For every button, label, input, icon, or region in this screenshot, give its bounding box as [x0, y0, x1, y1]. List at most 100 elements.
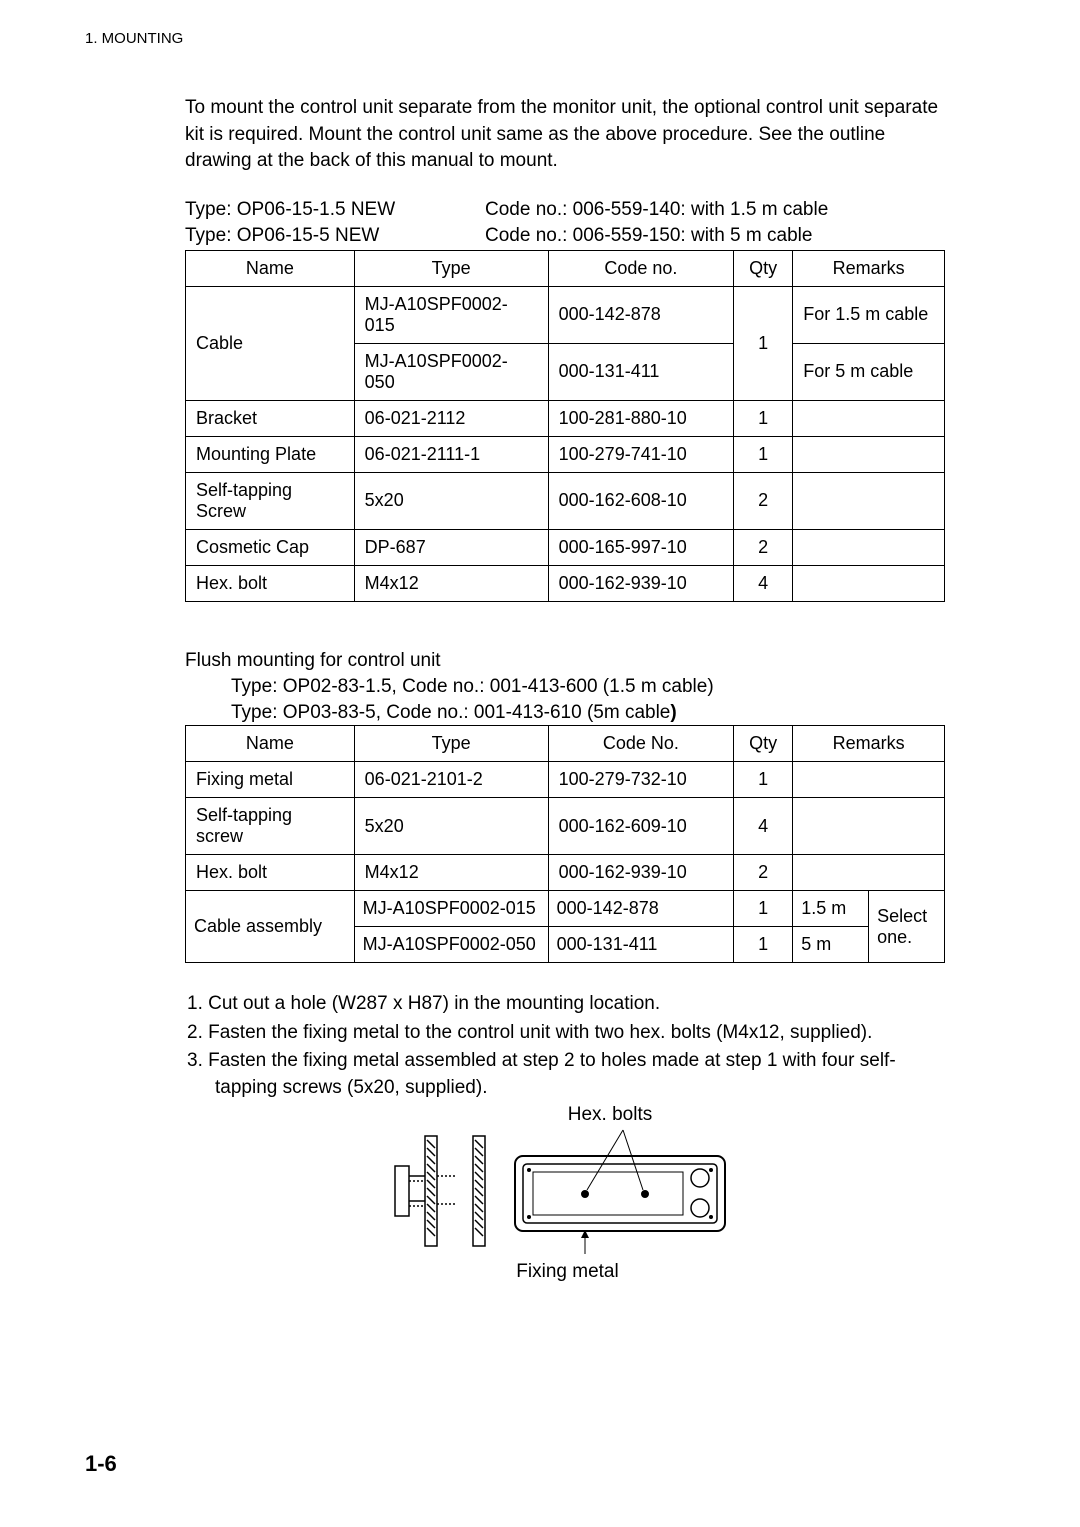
cell-code: 000-131-411 — [548, 927, 734, 963]
table-row: Self-tapping Screw 5x20 000-162-608-10 2 — [186, 472, 945, 529]
table-row: Cable assembly MJ-A10SPF0002-015 000-142… — [186, 891, 945, 927]
cell-qty: 1 — [734, 762, 793, 798]
flush-type-line-2-prefix: Type: OP03-83-5, Code no.: 001-413-610 (… — [231, 702, 670, 723]
table-row: Mounting Plate 06-021-2111-1 100-279-741… — [186, 436, 945, 472]
flush-type-line-2: Type: OP03-83-5, Code no.: 001-413-610 (… — [231, 700, 945, 726]
table-row: Fixing metal 06-021-2101-2 100-279-732-1… — [186, 762, 945, 798]
type-row-2-right: Code no.: 006-559-150: with 5 m cable — [485, 223, 945, 250]
cell-remarks-a: 5 m — [793, 927, 869, 963]
cell-code: 100-281-880-10 — [548, 400, 734, 436]
table-row: Bracket 06-021-2112 100-281-880-10 1 — [186, 400, 945, 436]
th-remarks: Remarks — [793, 726, 945, 762]
page-number: 1-6 — [85, 1451, 117, 1477]
cell-name: Mounting Plate — [186, 436, 355, 472]
cell-code: 000-142-878 — [548, 286, 734, 343]
cell-type: 5x20 — [354, 472, 548, 529]
cell-remarks — [793, 436, 945, 472]
th-name: Name — [186, 726, 355, 762]
cell-name: Cable assembly — [186, 891, 355, 963]
type-row-1-right: Code no.: 006-559-140: with 1.5 m cable — [485, 197, 945, 224]
cell-qty: 1 — [734, 927, 793, 963]
cell-qty: 2 — [734, 529, 793, 565]
cell-remarks-b: Select one. — [869, 891, 945, 963]
cell-type: DP-687 — [354, 529, 548, 565]
cell-code: 000-162-939-10 — [548, 565, 734, 601]
cell-type: MJ-A10SPF0002-050 — [354, 927, 548, 963]
th-qty: Qty — [734, 726, 793, 762]
cell-name: Hex. bolt — [186, 855, 355, 891]
intro-paragraph: To mount the control unit separate from … — [185, 95, 945, 175]
th-name: Name — [186, 250, 355, 286]
cell-qty: 2 — [734, 855, 793, 891]
cell-code: 000-162-939-10 — [548, 855, 734, 891]
content-block: To mount the control unit separate from … — [185, 95, 945, 1283]
step-2: 2. Fasten the fixing metal to the contro… — [187, 1020, 945, 1047]
cell-remarks — [793, 472, 945, 529]
step-1: 1. Cut out a hole (W287 x H87) in the mo… — [187, 991, 945, 1018]
cell-type: MJ-A10SPF0002-050 — [354, 343, 548, 400]
flush-mount-heading: Flush mounting for control unit — [185, 650, 945, 672]
table-row: Hex. bolt M4x12 000-162-939-10 2 — [186, 855, 945, 891]
th-remarks: Remarks — [793, 250, 945, 286]
flush-type-line-2-suffix: ) — [670, 702, 676, 723]
cell-type: MJ-A10SPF0002-015 — [354, 891, 548, 927]
cell-code: 100-279-741-10 — [548, 436, 734, 472]
th-type: Type — [354, 250, 548, 286]
flush-type-line-1: Type: OP02-83-1.5, Code no.: 001-413-600… — [231, 674, 945, 700]
cell-code: 100-279-732-10 — [548, 762, 734, 798]
type-info-block: Type: OP06-15-1.5 NEW Code no.: 006-559-… — [185, 197, 945, 250]
section-number: 1. MOUNTING — [85, 30, 183, 47]
type-row-1: Type: OP06-15-1.5 NEW Code no.: 006-559-… — [185, 197, 945, 224]
cell-code: 000-165-997-10 — [548, 529, 734, 565]
table-row: Cosmetic Cap DP-687 000-165-997-10 2 — [186, 529, 945, 565]
cell-name: Self-tapping screw — [186, 798, 355, 855]
cell-type: 5x20 — [354, 798, 548, 855]
cell-name: Cosmetic Cap — [186, 529, 355, 565]
cell-type: 06-021-2112 — [354, 400, 548, 436]
cell-type: MJ-A10SPF0002-015 — [354, 286, 548, 343]
mounting-steps: 1. Cut out a hole (W287 x H87) in the mo… — [187, 991, 945, 1101]
page-header-section: 1. MOUNTING — [85, 30, 995, 47]
table-row: Hex. bolt M4x12 000-162-939-10 4 — [186, 565, 945, 601]
cell-name: Self-tapping Screw — [186, 472, 355, 529]
diagram-label-bottom: Fixing metal — [190, 1261, 945, 1283]
cell-remarks — [793, 400, 945, 436]
mounting-diagram: Hex. bolts — [185, 1104, 945, 1283]
type-row-2-left: Type: OP06-15-5 NEW — [185, 223, 485, 250]
parts-table-2-wrap: Name Type Code No. Qty Remarks Fixing me… — [185, 725, 945, 963]
cell-remarks — [793, 529, 945, 565]
table-row: Cable MJ-A10SPF0002-015 000-142-878 1 Fo… — [186, 286, 945, 343]
cell-code: 000-162-608-10 — [548, 472, 734, 529]
parts-table-1: Name Type Code no. Qty Remarks Cable MJ-… — [185, 250, 945, 602]
parts-table-2: Name Type Code No. Qty Remarks Fixing me… — [185, 725, 945, 963]
cell-type: 06-021-2101-2 — [354, 762, 548, 798]
cell-qty: 2 — [734, 472, 793, 529]
diagram-label-top: Hex. bolts — [275, 1104, 945, 1126]
cell-code: 000-131-411 — [548, 343, 734, 400]
cell-remarks — [793, 798, 945, 855]
type-row-1-left: Type: OP06-15-1.5 NEW — [185, 197, 485, 224]
th-type: Type — [354, 726, 548, 762]
cell-remarks — [793, 565, 945, 601]
cell-type: M4x12 — [354, 855, 548, 891]
cell-qty: 1 — [734, 891, 793, 927]
cell-remarks — [793, 855, 945, 891]
parts-table-1-wrap: Name Type Code no. Qty Remarks Cable MJ-… — [185, 250, 945, 602]
cell-name: Hex. bolt — [186, 565, 355, 601]
cell-type: M4x12 — [354, 565, 548, 601]
type-row-2: Type: OP06-15-5 NEW Code no.: 006-559-15… — [185, 223, 945, 250]
th-code: Code no. — [548, 250, 734, 286]
cell-qty: 1 — [734, 436, 793, 472]
cell-type: 06-021-2111-1 — [354, 436, 548, 472]
cell-code: 000-162-609-10 — [548, 798, 734, 855]
cell-qty: 4 — [734, 565, 793, 601]
cell-qty: 1 — [734, 286, 793, 400]
th-qty: Qty — [734, 250, 793, 286]
cell-remarks: For 5 m cable — [793, 343, 945, 400]
cell-name: Bracket — [186, 400, 355, 436]
table-row: Self-tapping screw 5x20 000-162-609-10 4 — [186, 798, 945, 855]
table-header-row: Name Type Code no. Qty Remarks — [186, 250, 945, 286]
cell-name: Fixing metal — [186, 762, 355, 798]
cell-remarks-a: 1.5 m — [793, 891, 869, 927]
cell-code: 000-142-878 — [548, 891, 734, 927]
